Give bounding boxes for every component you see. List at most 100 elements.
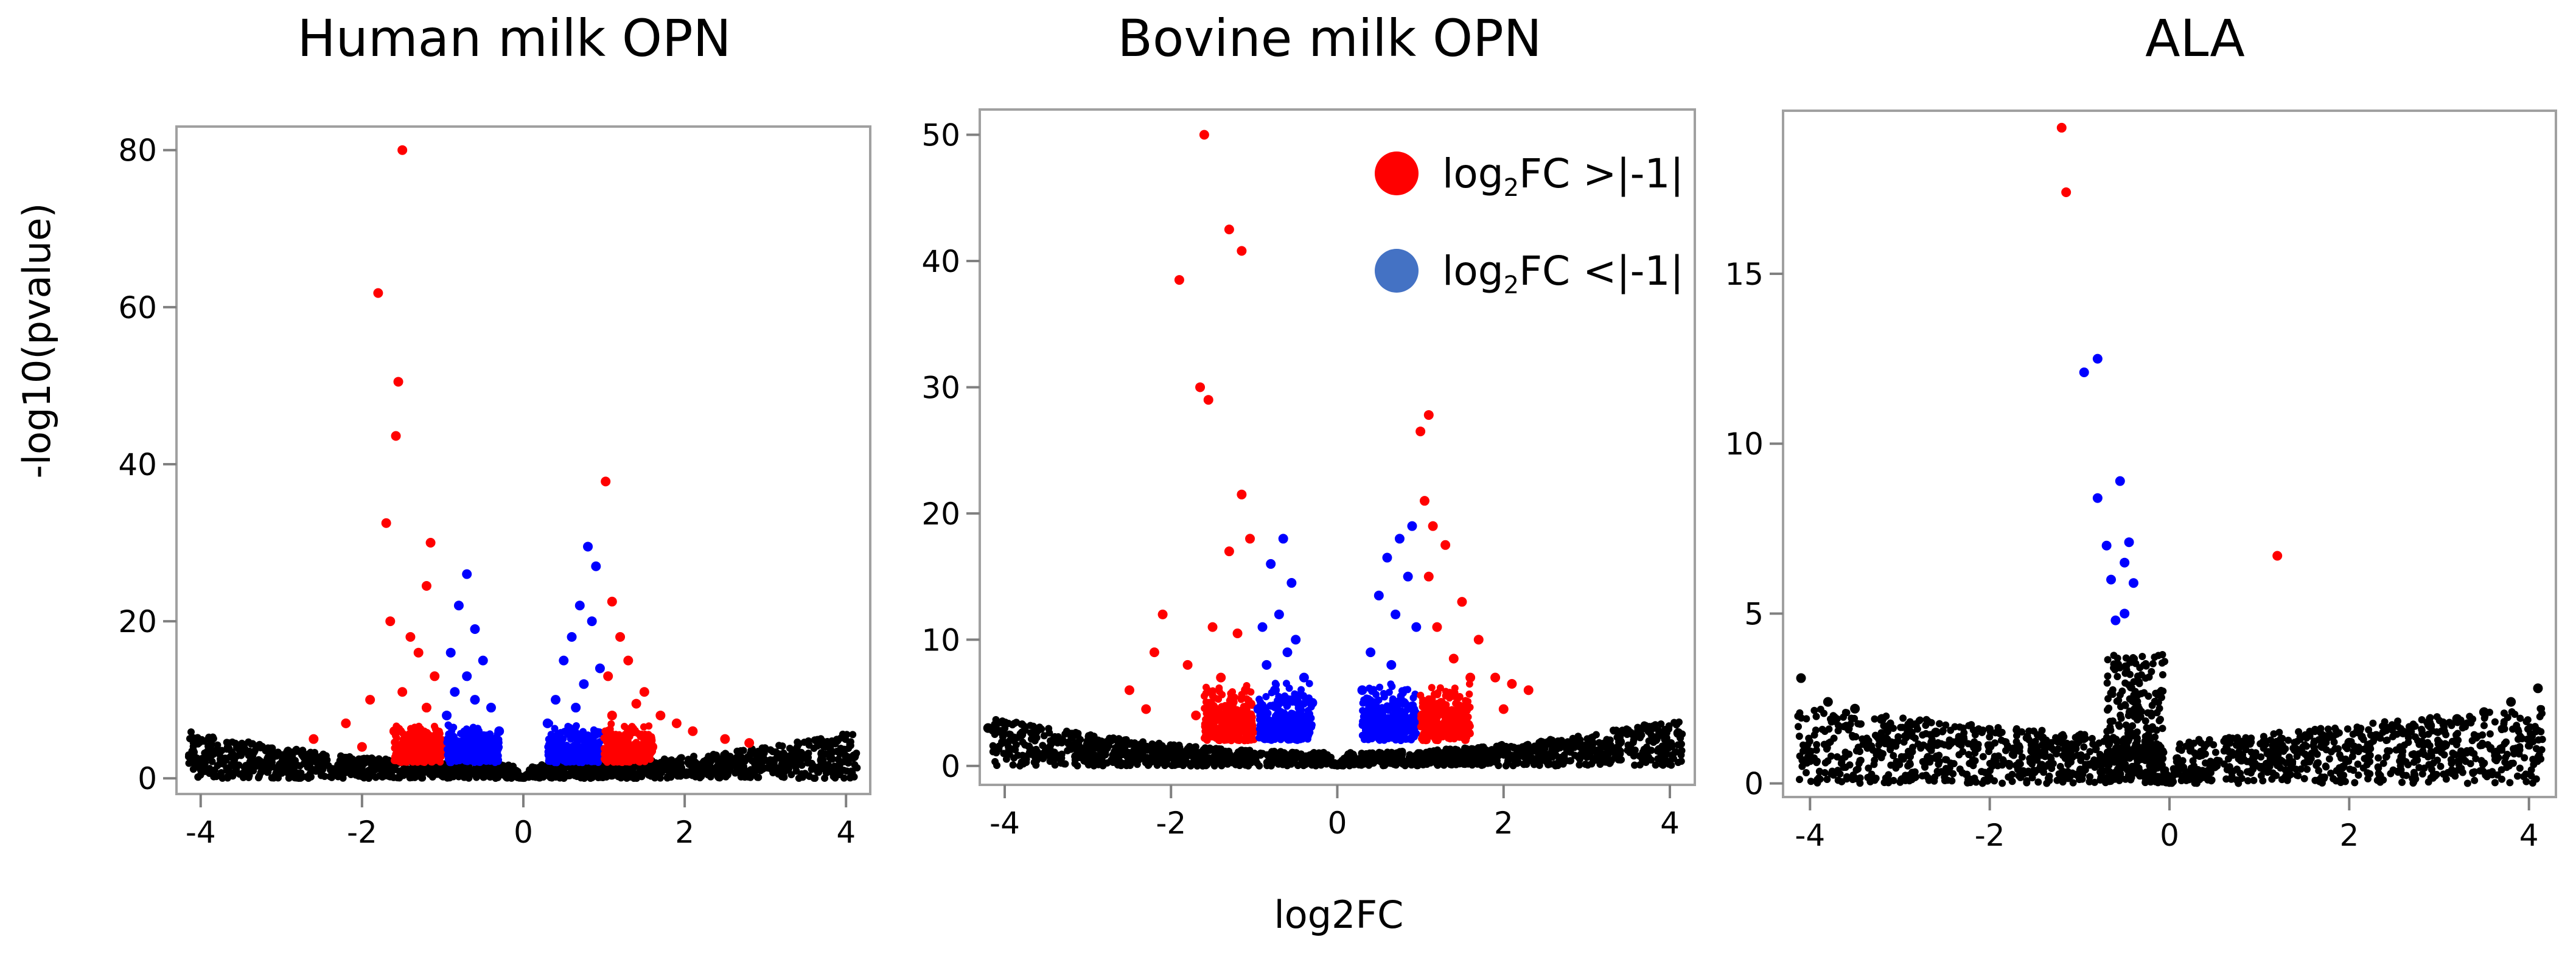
human-milk-opn-band-point (624, 758, 632, 766)
bovine-milk-opn-dense-point (1610, 746, 1618, 754)
bovine-milk-opn-dense-point (1141, 756, 1149, 764)
bovine-milk-opn-dense-point (1401, 757, 1409, 765)
human-milk-opn-dense-point (271, 749, 279, 757)
human-milk-opn-dense-point (206, 770, 214, 778)
human-milk-opn-data-point (615, 632, 626, 642)
bovine-milk-opn-band-point (1288, 726, 1296, 734)
bovine-milk-opn-band-point (1269, 701, 1277, 709)
bovine-milk-opn-band-point (1443, 714, 1451, 722)
human-milk-opn-band-point (483, 756, 491, 764)
human-milk-opn-dense-point (717, 773, 725, 781)
human-milk-opn-data-point (571, 703, 581, 713)
bovine-milk-opn-dense-point (1503, 751, 1510, 759)
human-milk-opn-dense-point (484, 763, 492, 771)
human-milk-opn-band-point (430, 751, 438, 759)
bovine-milk-opn-dense-point (1005, 750, 1013, 758)
human-milk-opn-dense-point (679, 768, 686, 776)
human-milk-opn-data-point (784, 758, 795, 768)
bovine-milk-opn-dense-point (1277, 748, 1285, 756)
human-milk-opn-dense-point (185, 759, 193, 767)
bovine-milk-opn-band-point (1397, 737, 1405, 745)
human-milk-opn-dense-point (793, 758, 801, 766)
human-milk-opn-dense-point (539, 763, 546, 771)
human-milk-opn-band-point (403, 758, 411, 766)
human-milk-opn-dense-point (814, 768, 822, 776)
human-milk-opn-band-point (604, 737, 612, 745)
human-milk-opn-band-point (475, 727, 483, 735)
bovine-milk-opn-dense-point (1484, 759, 1492, 767)
human-milk-opn-dense-point (302, 754, 310, 762)
human-milk-opn-data-point (591, 561, 601, 571)
human-milk-opn-data-point (534, 771, 545, 782)
bovine-milk-opn-dense-point (1630, 752, 1638, 760)
human-milk-opn-data-point (385, 616, 396, 627)
bovine-milk-opn-dense-point (1073, 739, 1081, 747)
bovine-milk-opn-dense-point (1467, 759, 1475, 767)
bovine-milk-opn-band-point (1436, 722, 1443, 729)
human-milk-opn-band-point (422, 753, 430, 761)
human-milk-opn-dense-point (360, 770, 368, 778)
bovine-milk-opn-band-point (1386, 722, 1394, 729)
human-milk-opn-dense-point (753, 773, 761, 781)
bovine-milk-opn-dense-point (1367, 754, 1375, 762)
bovine-milk-opn-dense-point (1551, 761, 1559, 768)
human-milk-opn-dense-point (805, 737, 812, 745)
bovine-milk-opn-band-point (1419, 733, 1427, 740)
human-milk-opn-dense-point (775, 742, 783, 750)
bovine-milk-opn-band-point (1272, 719, 1280, 726)
human-milk-opn-band-point (425, 742, 433, 750)
human-milk-opn-dense-point (408, 773, 416, 781)
bovine-milk-opn-dense-point (1647, 756, 1655, 764)
human-milk-opn-band-point (576, 750, 584, 757)
bovine-milk-opn-dense-point (1022, 752, 1030, 760)
human-milk-opn-dense-point (520, 774, 528, 782)
bovine-milk-opn-dense-point (1257, 750, 1265, 757)
human-milk-opn-data-point (583, 541, 593, 552)
human-milk-opn-band-point (448, 741, 456, 749)
human-milk-opn-data-point (349, 765, 359, 776)
human-milk-opn-dense-point (307, 759, 315, 767)
human-milk-opn-y-tick-label: 60 (118, 290, 157, 326)
human-milk-opn-data-point (607, 596, 617, 607)
bovine-milk-opn-dense-point (1002, 739, 1010, 747)
human-milk-opn-dense-point (229, 762, 237, 770)
human-milk-opn-dense-point (797, 772, 805, 780)
human-milk-opn-dense-point (699, 769, 707, 777)
bovine-milk-opn-dense-point (1544, 757, 1552, 765)
human-milk-opn-data-point (373, 288, 383, 298)
human-milk-opn-dense-point (262, 747, 270, 754)
human-milk-opn-band-point (397, 727, 405, 735)
human-milk-opn-dense-point (194, 740, 202, 748)
human-milk-opn-dense-point (750, 750, 758, 757)
human-milk-opn-data-point (478, 655, 488, 666)
human-milk-opn-data-point (413, 746, 424, 756)
bovine-milk-opn-dense-point (1520, 760, 1527, 768)
bovine-milk-opn-dense-point (1039, 742, 1047, 750)
human-milk-opn-dense-point (242, 746, 250, 754)
human-milk-opn-band-point (476, 758, 484, 766)
human-milk-opn-data-point (603, 671, 613, 681)
bovine-milk-opn-dense-point (1674, 741, 1682, 749)
bovine-milk-opn-dense-point (1191, 743, 1199, 751)
human-milk-opn-dense-point (212, 773, 220, 781)
human-milk-opn-data-point (405, 632, 416, 642)
human-milk-opn-dense-point (334, 773, 342, 781)
bovine-milk-opn-dense-point (1168, 744, 1176, 752)
bovine-milk-opn-dense-point (1080, 751, 1088, 759)
bovine-milk-opn-dense-point (1656, 754, 1664, 762)
human-milk-opn-dense-point (811, 736, 819, 744)
human-milk-opn-dense-point (233, 752, 241, 760)
human-milk-opn-data-point (623, 768, 634, 779)
human-milk-opn-band-point (493, 754, 501, 762)
bovine-milk-opn-dense-point (1045, 752, 1053, 760)
human-milk-opn-data-point (381, 518, 391, 528)
human-milk-opn-band-point (485, 747, 493, 755)
human-milk-opn-dense-point (794, 738, 801, 746)
human-milk-opn-y-tick-label: 40 (118, 447, 157, 482)
bovine-milk-opn-band-point (1203, 736, 1211, 744)
human-milk-opn-dense-point (201, 749, 209, 757)
human-milk-opn-band-point (476, 753, 484, 761)
human-milk-opn-band-point (572, 722, 580, 729)
human-milk-opn-data-point (631, 698, 641, 709)
bovine-milk-opn-dense-point (1267, 762, 1275, 770)
